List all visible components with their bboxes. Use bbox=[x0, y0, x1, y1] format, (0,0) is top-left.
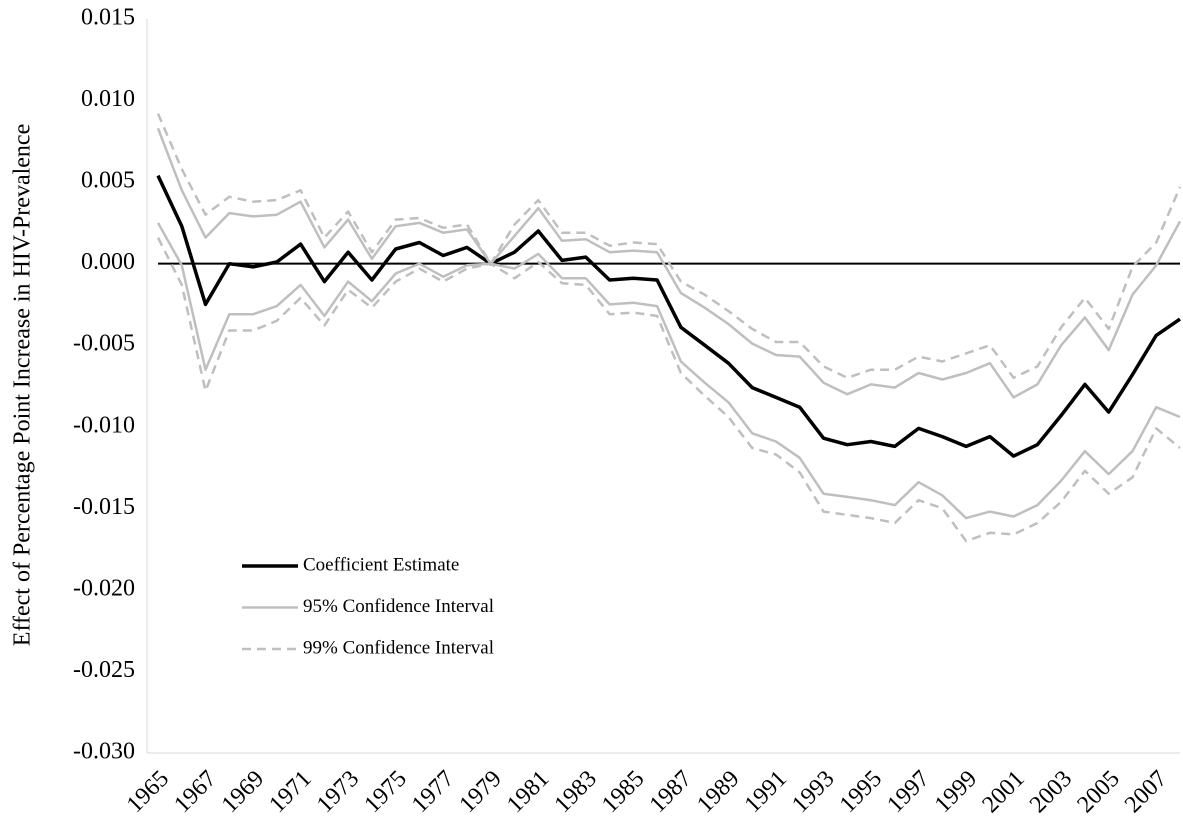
legend-label: 99% Confidence Interval bbox=[303, 637, 494, 658]
x-tick-label: 1981 bbox=[502, 766, 554, 818]
y-tick-label: -0.010 bbox=[73, 412, 135, 438]
legend-label: Coefficient Estimate bbox=[303, 554, 459, 575]
y-tick-label: -0.005 bbox=[73, 331, 135, 357]
x-tick-label: 1993 bbox=[787, 766, 839, 818]
x-tick-label: 2001 bbox=[977, 766, 1029, 818]
x-tick-label: 1969 bbox=[217, 766, 269, 818]
x-tick-label: 1983 bbox=[550, 766, 602, 818]
x-tick-label: 1999 bbox=[930, 766, 982, 818]
x-tick-label: 1997 bbox=[882, 766, 934, 818]
x-tick-label: 2007 bbox=[1120, 766, 1172, 818]
x-tick-label: 1975 bbox=[359, 766, 411, 818]
y-tick-label: 0.000 bbox=[81, 249, 135, 275]
y-tick-label: -0.025 bbox=[73, 657, 135, 683]
y-tick-label: 0.015 bbox=[81, 5, 135, 31]
x-tick-label: 1973 bbox=[312, 766, 364, 818]
series-line bbox=[156, 113, 1182, 380]
series-line bbox=[156, 222, 1181, 520]
y-tick-label: -0.030 bbox=[73, 739, 135, 765]
series-line bbox=[156, 174, 1181, 458]
x-tick-label: 1995 bbox=[835, 766, 887, 818]
x-tick-label: 1971 bbox=[264, 766, 316, 818]
series-line bbox=[156, 127, 1182, 399]
x-tick-label: 1985 bbox=[597, 766, 649, 818]
y-tick-label: -0.015 bbox=[73, 494, 135, 520]
series-line bbox=[156, 237, 1181, 543]
y-axis-title: Effect of Percentage Point Increase in H… bbox=[10, 124, 36, 646]
x-tick-label: 2003 bbox=[1025, 766, 1077, 818]
x-tick-label: 1989 bbox=[692, 766, 744, 818]
x-tick-label: 1977 bbox=[407, 766, 459, 818]
y-tick-label: 0.005 bbox=[81, 168, 135, 194]
x-tick-label: 1965 bbox=[122, 766, 174, 818]
x-tick-label: 1991 bbox=[740, 766, 792, 818]
x-tick-label: 2005 bbox=[1073, 766, 1125, 818]
x-tick-label: 1967 bbox=[169, 766, 221, 818]
x-tick-label: 1979 bbox=[455, 766, 507, 818]
y-tick-label: 0.010 bbox=[81, 86, 135, 112]
x-tick-label: 1987 bbox=[645, 766, 697, 818]
y-tick-label: -0.020 bbox=[73, 575, 135, 601]
legend-label: 95% Confidence Interval bbox=[303, 596, 494, 617]
